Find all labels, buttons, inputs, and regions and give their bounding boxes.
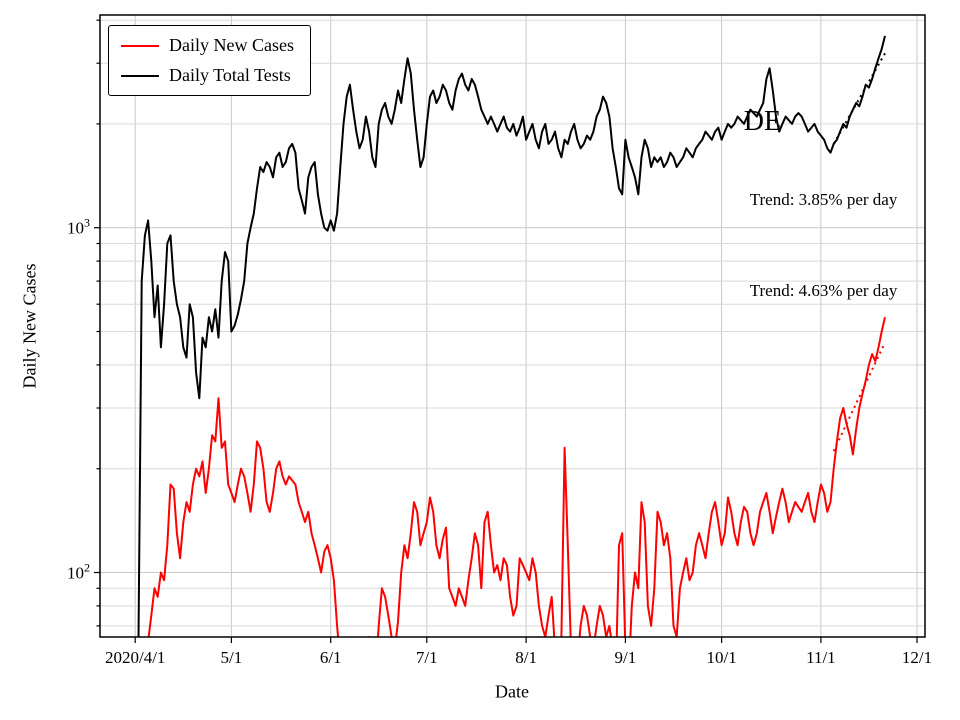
- x-tick-label: 2020/4/1: [105, 648, 165, 667]
- x-tick-label: 7/1: [416, 648, 438, 667]
- trend-line-daily-new-cases: [832, 342, 886, 452]
- x-tick-label: 10/1: [706, 648, 736, 667]
- legend-item-daily-total-tests: Daily Total Tests: [121, 65, 294, 86]
- y-tick-label: 103: [67, 216, 90, 238]
- x-axis-label: Date: [495, 681, 529, 702]
- legend-item-daily-new-cases: Daily New Cases: [121, 35, 294, 56]
- x-tick-label: 9/1: [615, 648, 637, 667]
- legend: Daily New Cases Daily Total Tests: [108, 25, 311, 96]
- legend-label-daily-new-cases: Daily New Cases: [169, 35, 294, 55]
- y-axis-label: Daily New Cases: [19, 263, 40, 389]
- y-tick-label: 102: [67, 561, 90, 583]
- series-line-daily-total-tests: [137, 35, 886, 637]
- x-tick-label: 8/1: [515, 648, 537, 667]
- country-code-annotation: DE: [743, 105, 782, 137]
- legend-label-daily-total-tests: Daily Total Tests: [169, 65, 291, 85]
- x-tick-label: 12/1: [902, 648, 932, 667]
- trend-annotation-cases: Trend: 4.63% per day: [749, 280, 898, 300]
- x-tick-label: 6/1: [320, 648, 342, 667]
- x-tick-label: 11/1: [806, 648, 836, 667]
- x-tick-label: 5/1: [221, 648, 243, 667]
- series-line-daily-new-cases: [147, 316, 886, 637]
- trend-annotation-tests: Trend: 3.85% per day: [749, 189, 898, 209]
- black-line-swatch: [121, 74, 159, 77]
- plot-frame: [99, 14, 926, 638]
- red-line-swatch: [121, 44, 159, 47]
